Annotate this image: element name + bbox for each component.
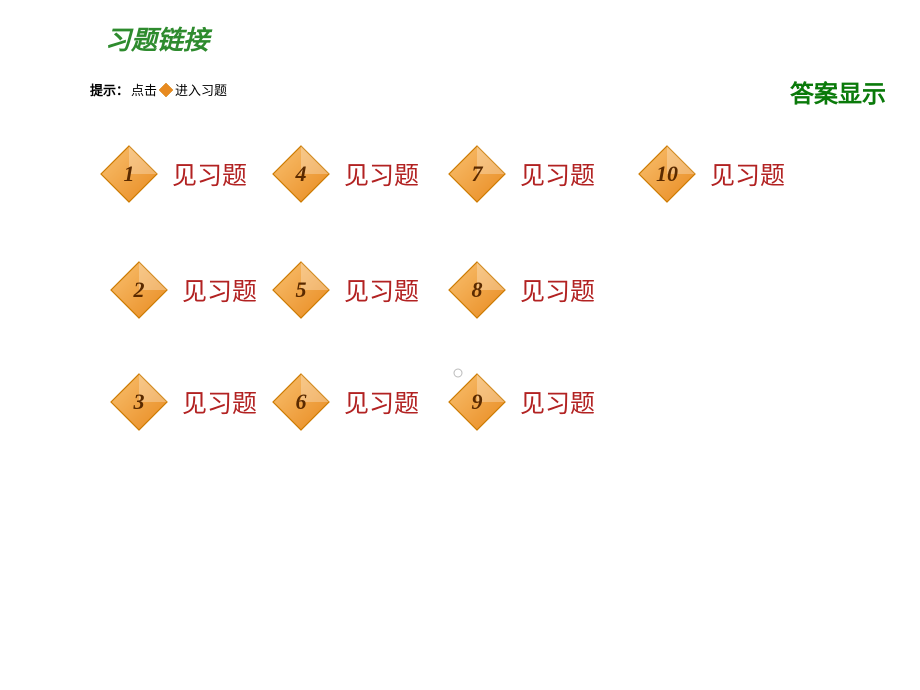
exercise-label[interactable]: 见习题 bbox=[520, 272, 595, 308]
exercise-label[interactable]: 见习题 bbox=[344, 156, 419, 192]
hint-prefix: 提示： bbox=[90, 80, 129, 99]
diamond-number: 4 bbox=[296, 161, 307, 187]
exercise-label[interactable]: 见习题 bbox=[182, 384, 257, 420]
diamond-number: 10 bbox=[656, 161, 678, 187]
exercise-item-7: 7 见习题 bbox=[448, 145, 595, 203]
diamond-button-9[interactable]: 9 bbox=[448, 373, 506, 431]
exercise-item-1: 1 见习题 bbox=[100, 145, 247, 203]
exercise-item-5: 5 见习题 bbox=[272, 261, 419, 319]
exercise-label[interactable]: 见习题 bbox=[172, 156, 247, 192]
page-title: 习题链接 bbox=[105, 20, 209, 57]
diamond-number: 5 bbox=[296, 277, 307, 303]
exercise-item-2: 2 见习题 bbox=[110, 261, 257, 319]
diamond-number: 2 bbox=[134, 277, 145, 303]
hint-text-1: 点击 bbox=[131, 80, 157, 99]
diamond-button-6[interactable]: 6 bbox=[272, 373, 330, 431]
diamond-button-3[interactable]: 3 bbox=[110, 373, 168, 431]
diamond-button-2[interactable]: 2 bbox=[110, 261, 168, 319]
exercise-label[interactable]: 见习题 bbox=[520, 384, 595, 420]
exercise-item-6: 6 见习题 bbox=[272, 373, 419, 431]
exercise-label[interactable]: 见习题 bbox=[344, 384, 419, 420]
diamond-button-1[interactable]: 1 bbox=[100, 145, 158, 203]
diamond-number: 8 bbox=[472, 277, 483, 303]
hint-row: 提示： 点击 进入习题 bbox=[90, 80, 227, 99]
exercise-item-10: 10 见习题 bbox=[638, 145, 785, 203]
diamond-number: 7 bbox=[472, 161, 483, 187]
diamond-number: 3 bbox=[134, 389, 145, 415]
diamond-number: 6 bbox=[296, 389, 307, 415]
hint-text-2: 进入习题 bbox=[175, 80, 227, 99]
hint-diamond-icon bbox=[159, 83, 173, 97]
diamond-button-7[interactable]: 7 bbox=[448, 145, 506, 203]
diamond-number: 1 bbox=[124, 161, 135, 187]
diamond-button-8[interactable]: 8 bbox=[448, 261, 506, 319]
exercise-item-3: 3 见习题 bbox=[110, 373, 257, 431]
diamond-button-10[interactable]: 10 bbox=[638, 145, 696, 203]
dot-icon bbox=[453, 368, 463, 378]
exercise-label[interactable]: 见习题 bbox=[182, 272, 257, 308]
exercise-label[interactable]: 见习题 bbox=[520, 156, 595, 192]
answer-show-link[interactable]: 答案显示 bbox=[790, 74, 886, 109]
exercise-item-8: 8 见习题 bbox=[448, 261, 595, 319]
exercise-label[interactable]: 见习题 bbox=[710, 156, 785, 192]
exercise-item-9: 9 见习题 bbox=[448, 373, 595, 431]
diamond-button-5[interactable]: 5 bbox=[272, 261, 330, 319]
page-marker bbox=[453, 368, 467, 378]
exercise-label[interactable]: 见习题 bbox=[344, 272, 419, 308]
diamond-number: 9 bbox=[472, 389, 483, 415]
diamond-button-4[interactable]: 4 bbox=[272, 145, 330, 203]
exercise-item-4: 4 见习题 bbox=[272, 145, 419, 203]
